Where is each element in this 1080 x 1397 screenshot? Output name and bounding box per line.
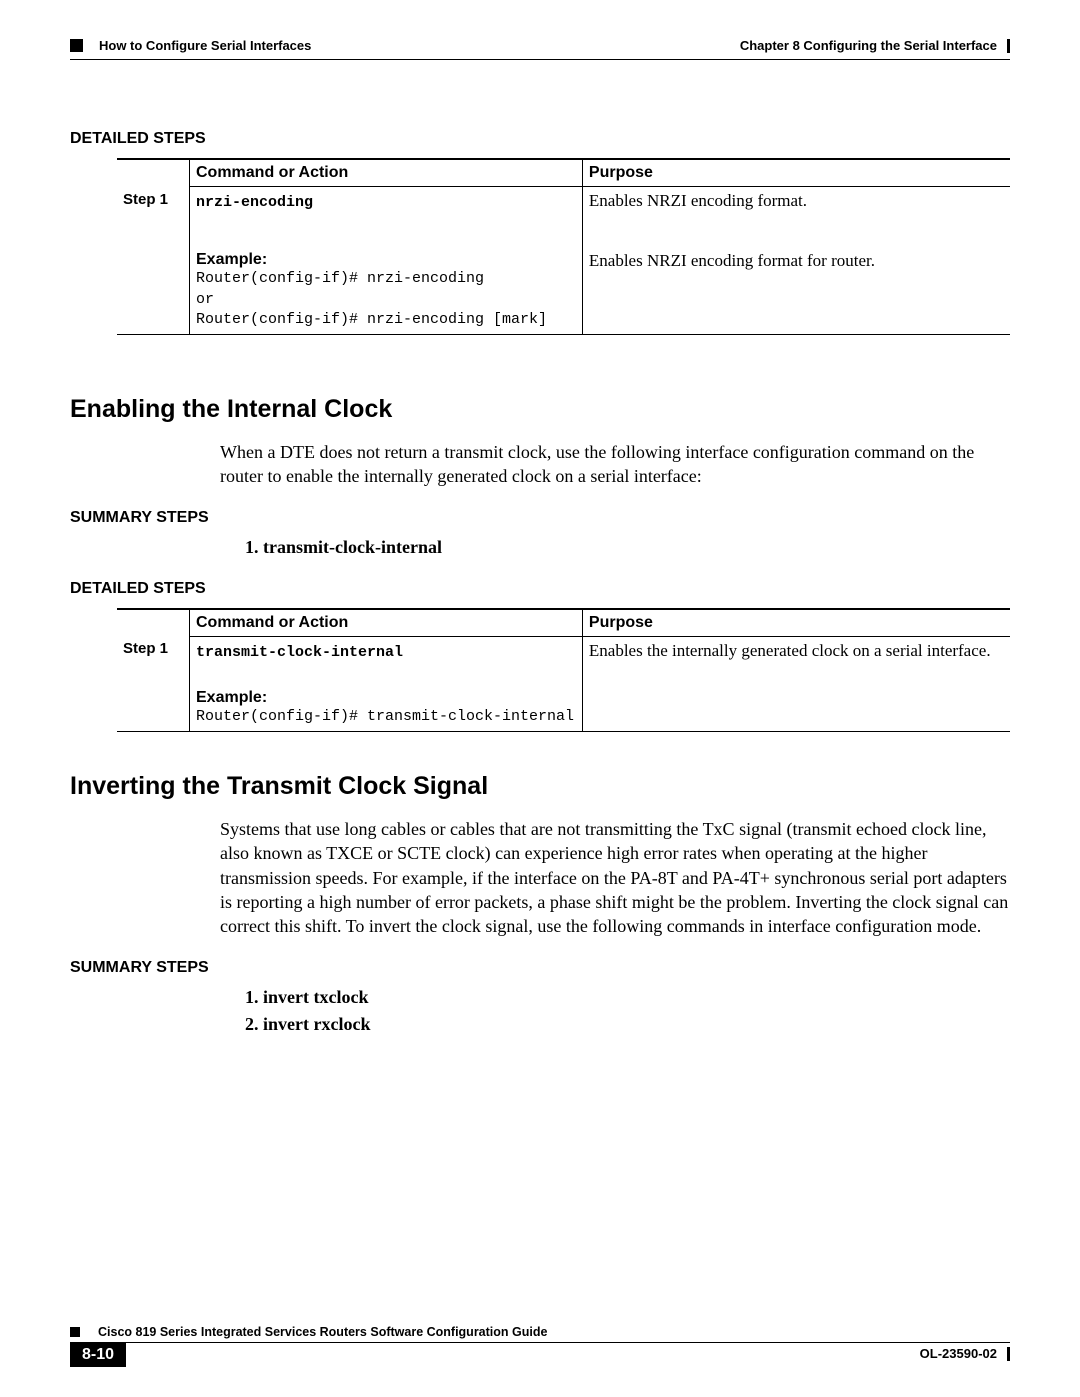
- table2-purpose: Enables the internally generated clock o…: [589, 641, 991, 660]
- table1-col1: Command or Action: [190, 159, 583, 187]
- table2-example-label: Example:: [196, 689, 576, 707]
- heading-internal-clock: Enabling the Internal Clock: [70, 395, 1010, 424]
- footer-marker: [70, 1327, 80, 1337]
- header-bar: [1007, 39, 1010, 53]
- footer-bar: [1007, 1347, 1010, 1361]
- table1-example-label: Example:: [196, 251, 576, 269]
- table1-example-line1: Router(config-if)# nrzi-encoding: [196, 269, 576, 289]
- heading-invert-clock: Inverting the Transmit Clock Signal: [70, 772, 1010, 801]
- page-header: How to Configure Serial Interfaces Chapt…: [70, 38, 1010, 53]
- header-rule: [70, 59, 1010, 60]
- doc-id: OL-23590-02: [920, 1346, 997, 1361]
- table2-col1: Command or Action: [190, 609, 583, 637]
- table1-step: Step 1: [117, 187, 190, 218]
- page-number: 8-10: [70, 1343, 126, 1367]
- header-chapter: Chapter 8 Configuring the Serial Interfa…: [740, 38, 997, 53]
- body-internal-clock: When a DTE does not return a transmit cl…: [70, 440, 1010, 489]
- detailed-steps-table-2: Command or Action Purpose Step 1 transmi…: [117, 608, 1010, 733]
- table2-example-line1: Router(config-if)# transmit-clock-intern…: [196, 707, 576, 727]
- body-invert-clock: Systems that use long cables or cables t…: [70, 817, 1010, 938]
- table1-purpose1: Enables NRZI encoding format.: [589, 191, 807, 210]
- detailed-steps-label-1: DETAILED STEPS: [70, 130, 1010, 148]
- table2-step: Step 1: [117, 636, 190, 667]
- detailed-steps-table-1: Command or Action Purpose Step 1 nrzi-en…: [117, 158, 1010, 335]
- table1-example-line2: Router(config-if)# nrzi-encoding [mark]: [196, 310, 576, 330]
- page-footer: Cisco 819 Series Integrated Services Rou…: [70, 1325, 1010, 1367]
- summary-steps-label-3: SUMMARY STEPS: [70, 959, 1010, 977]
- table2-col2: Purpose: [582, 609, 1010, 637]
- detailed-steps-label-2: DETAILED STEPS: [70, 580, 1010, 598]
- header-marker: [70, 39, 83, 52]
- table1-purpose2: Enables NRZI encoding format for router.: [589, 251, 875, 270]
- table1-col2: Purpose: [582, 159, 1010, 187]
- summary3-item1: 1. invert txclock: [245, 987, 1010, 1008]
- footer-guide: Cisco 819 Series Integrated Services Rou…: [98, 1325, 547, 1339]
- header-section: How to Configure Serial Interfaces: [99, 38, 311, 53]
- table1-example-or: or: [196, 290, 576, 310]
- table2-command: transmit-clock-internal: [196, 644, 403, 661]
- table1-command: nrzi-encoding: [196, 194, 313, 211]
- summary3-item2: 2. invert rxclock: [245, 1014, 1010, 1035]
- summary-steps-label-2: SUMMARY STEPS: [70, 509, 1010, 527]
- summary2-item1: 1. transmit-clock-internal: [245, 537, 1010, 558]
